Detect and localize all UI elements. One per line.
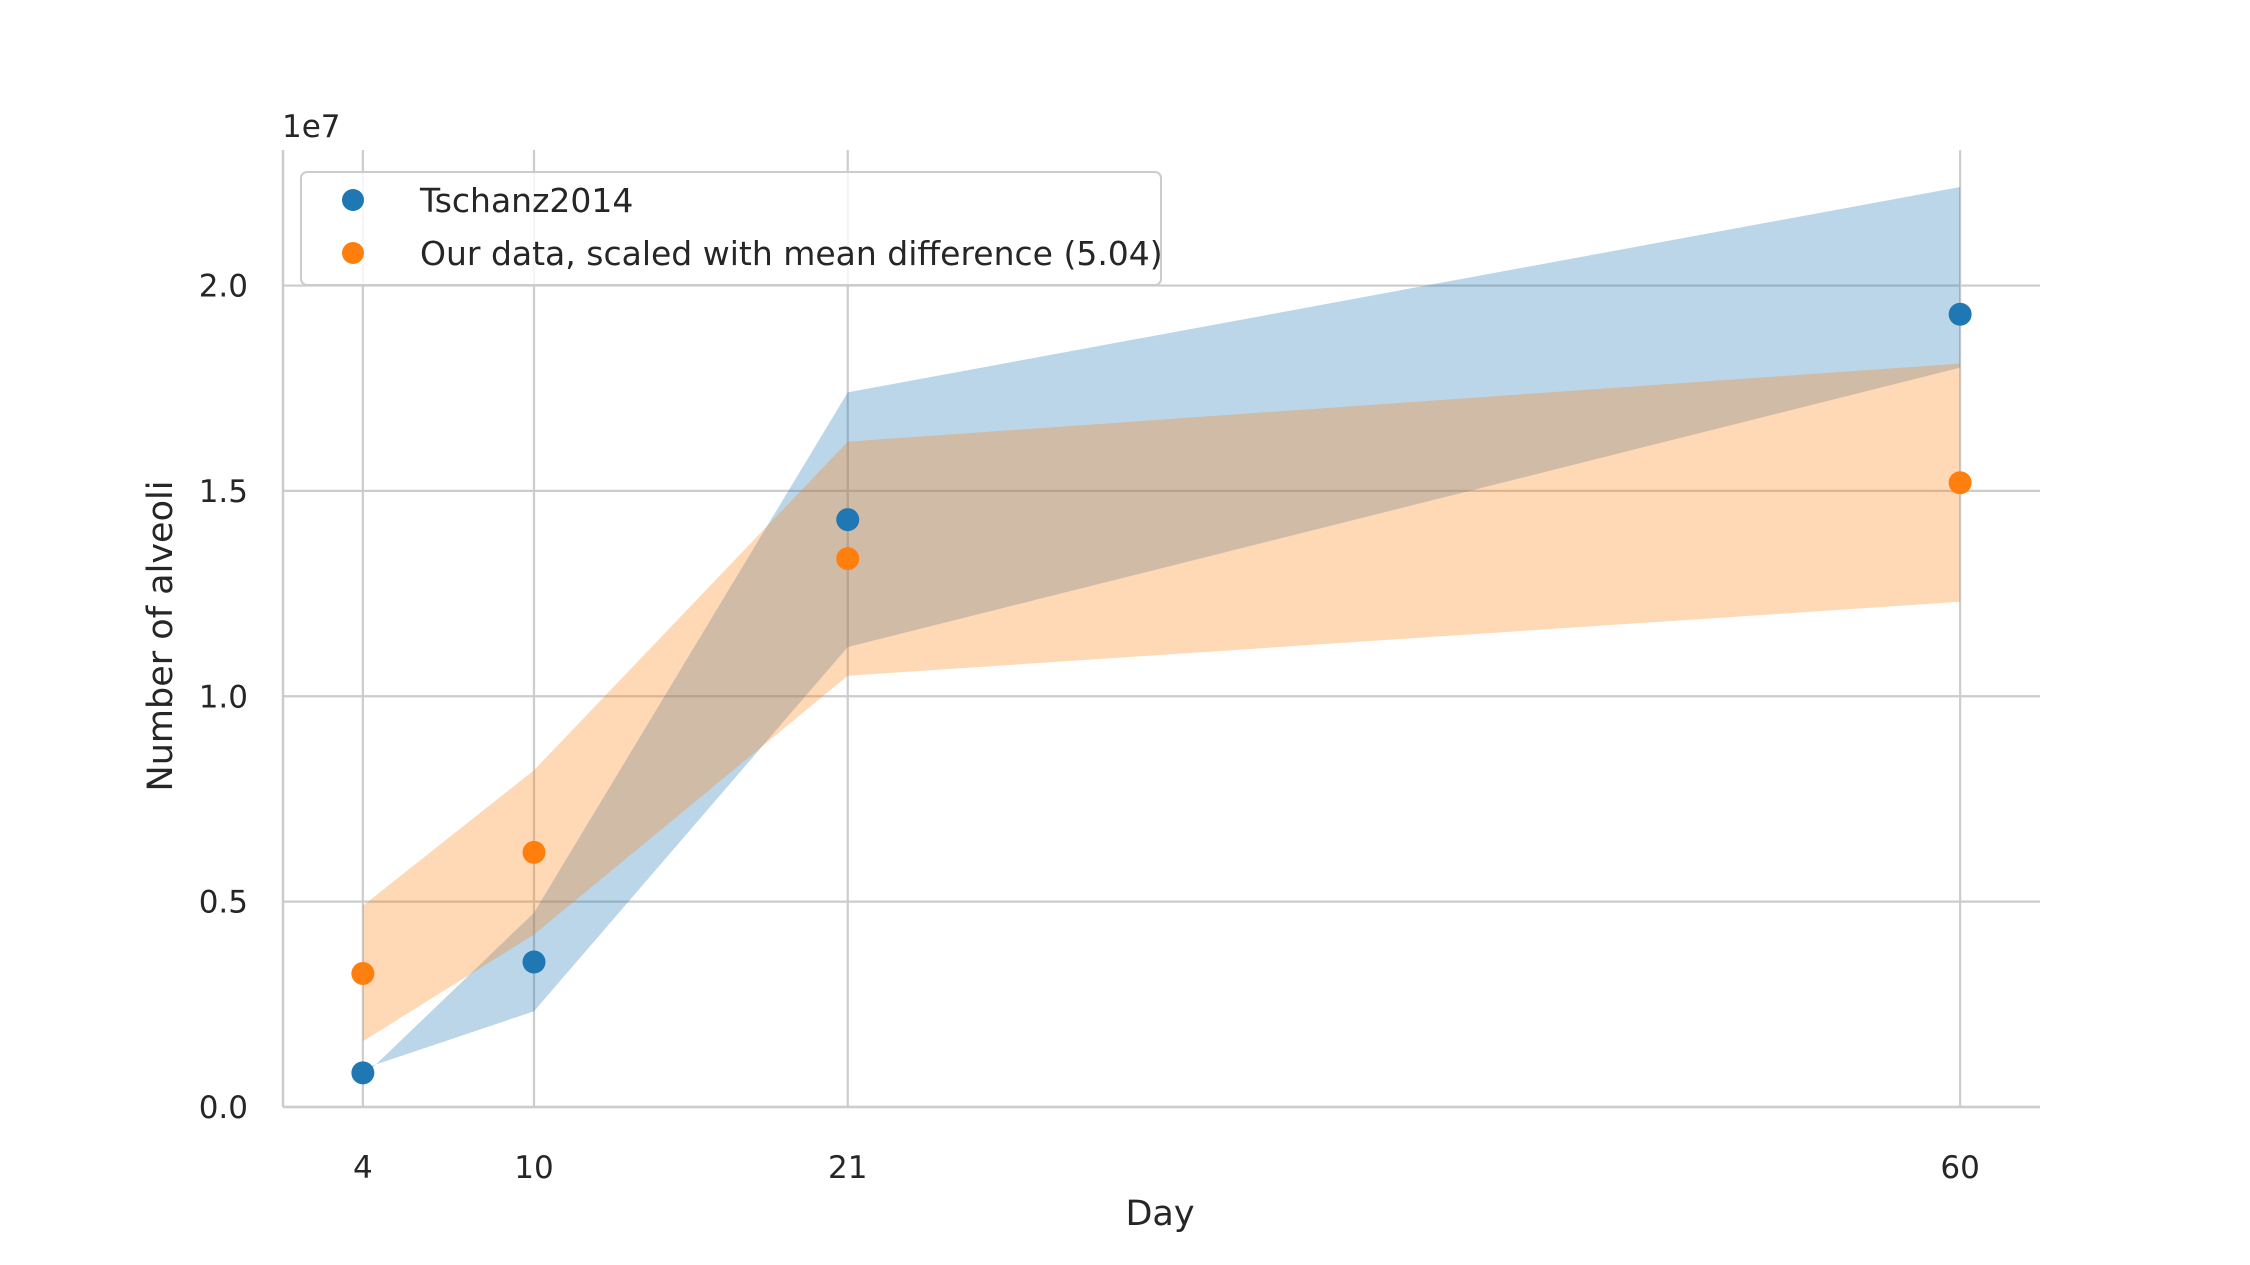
x-axis-label: Day (1125, 1194, 1194, 1234)
legend-marker-tschanz2014 (342, 189, 364, 211)
point-series-1-3 (1948, 471, 1972, 495)
confidence-bands (362, 186, 1961, 1078)
x-tick-label: 4 (353, 1150, 373, 1186)
y-tick-label: 0.5 (199, 885, 248, 921)
y-axis-label: Number of alveoli (141, 481, 181, 792)
point-series-0-2 (836, 508, 860, 532)
legend-label-our-data: Our data, scaled with mean difference (5… (420, 234, 1163, 273)
legend: Tschanz2014 Our data, scaled with mean d… (300, 171, 1163, 286)
tick-labels: 0.0 0.5 1.0 1.5 2.0 4 10 21 60 (199, 269, 1980, 1186)
point-series-0-0 (351, 1061, 375, 1085)
x-tick-label: 60 (1940, 1150, 1979, 1186)
point-series-0-3 (1948, 302, 1972, 326)
legend-label-tschanz2014: Tschanz2014 (419, 181, 633, 220)
x-tick-label: 10 (514, 1150, 553, 1186)
data-points (351, 302, 1972, 1085)
point-series-0-1 (522, 950, 546, 974)
band-series-1 (362, 363, 1961, 1042)
legend-marker-our-data (342, 242, 364, 264)
y-tick-label: 1.0 (199, 679, 248, 715)
point-series-1-1 (522, 840, 546, 864)
y-tick-label: 2.0 (199, 269, 248, 305)
legend-box (300, 171, 1162, 286)
point-series-1-2 (836, 547, 860, 571)
axes (281, 150, 2040, 1109)
point-series-1-0 (351, 962, 375, 986)
band-series-0 (362, 186, 1961, 1078)
y-tick-label: 0.0 (199, 1090, 248, 1126)
y-tick-label: 1.5 (199, 474, 248, 510)
y-offset-label: 1e7 (282, 109, 341, 145)
x-tick-label: 21 (828, 1150, 867, 1186)
